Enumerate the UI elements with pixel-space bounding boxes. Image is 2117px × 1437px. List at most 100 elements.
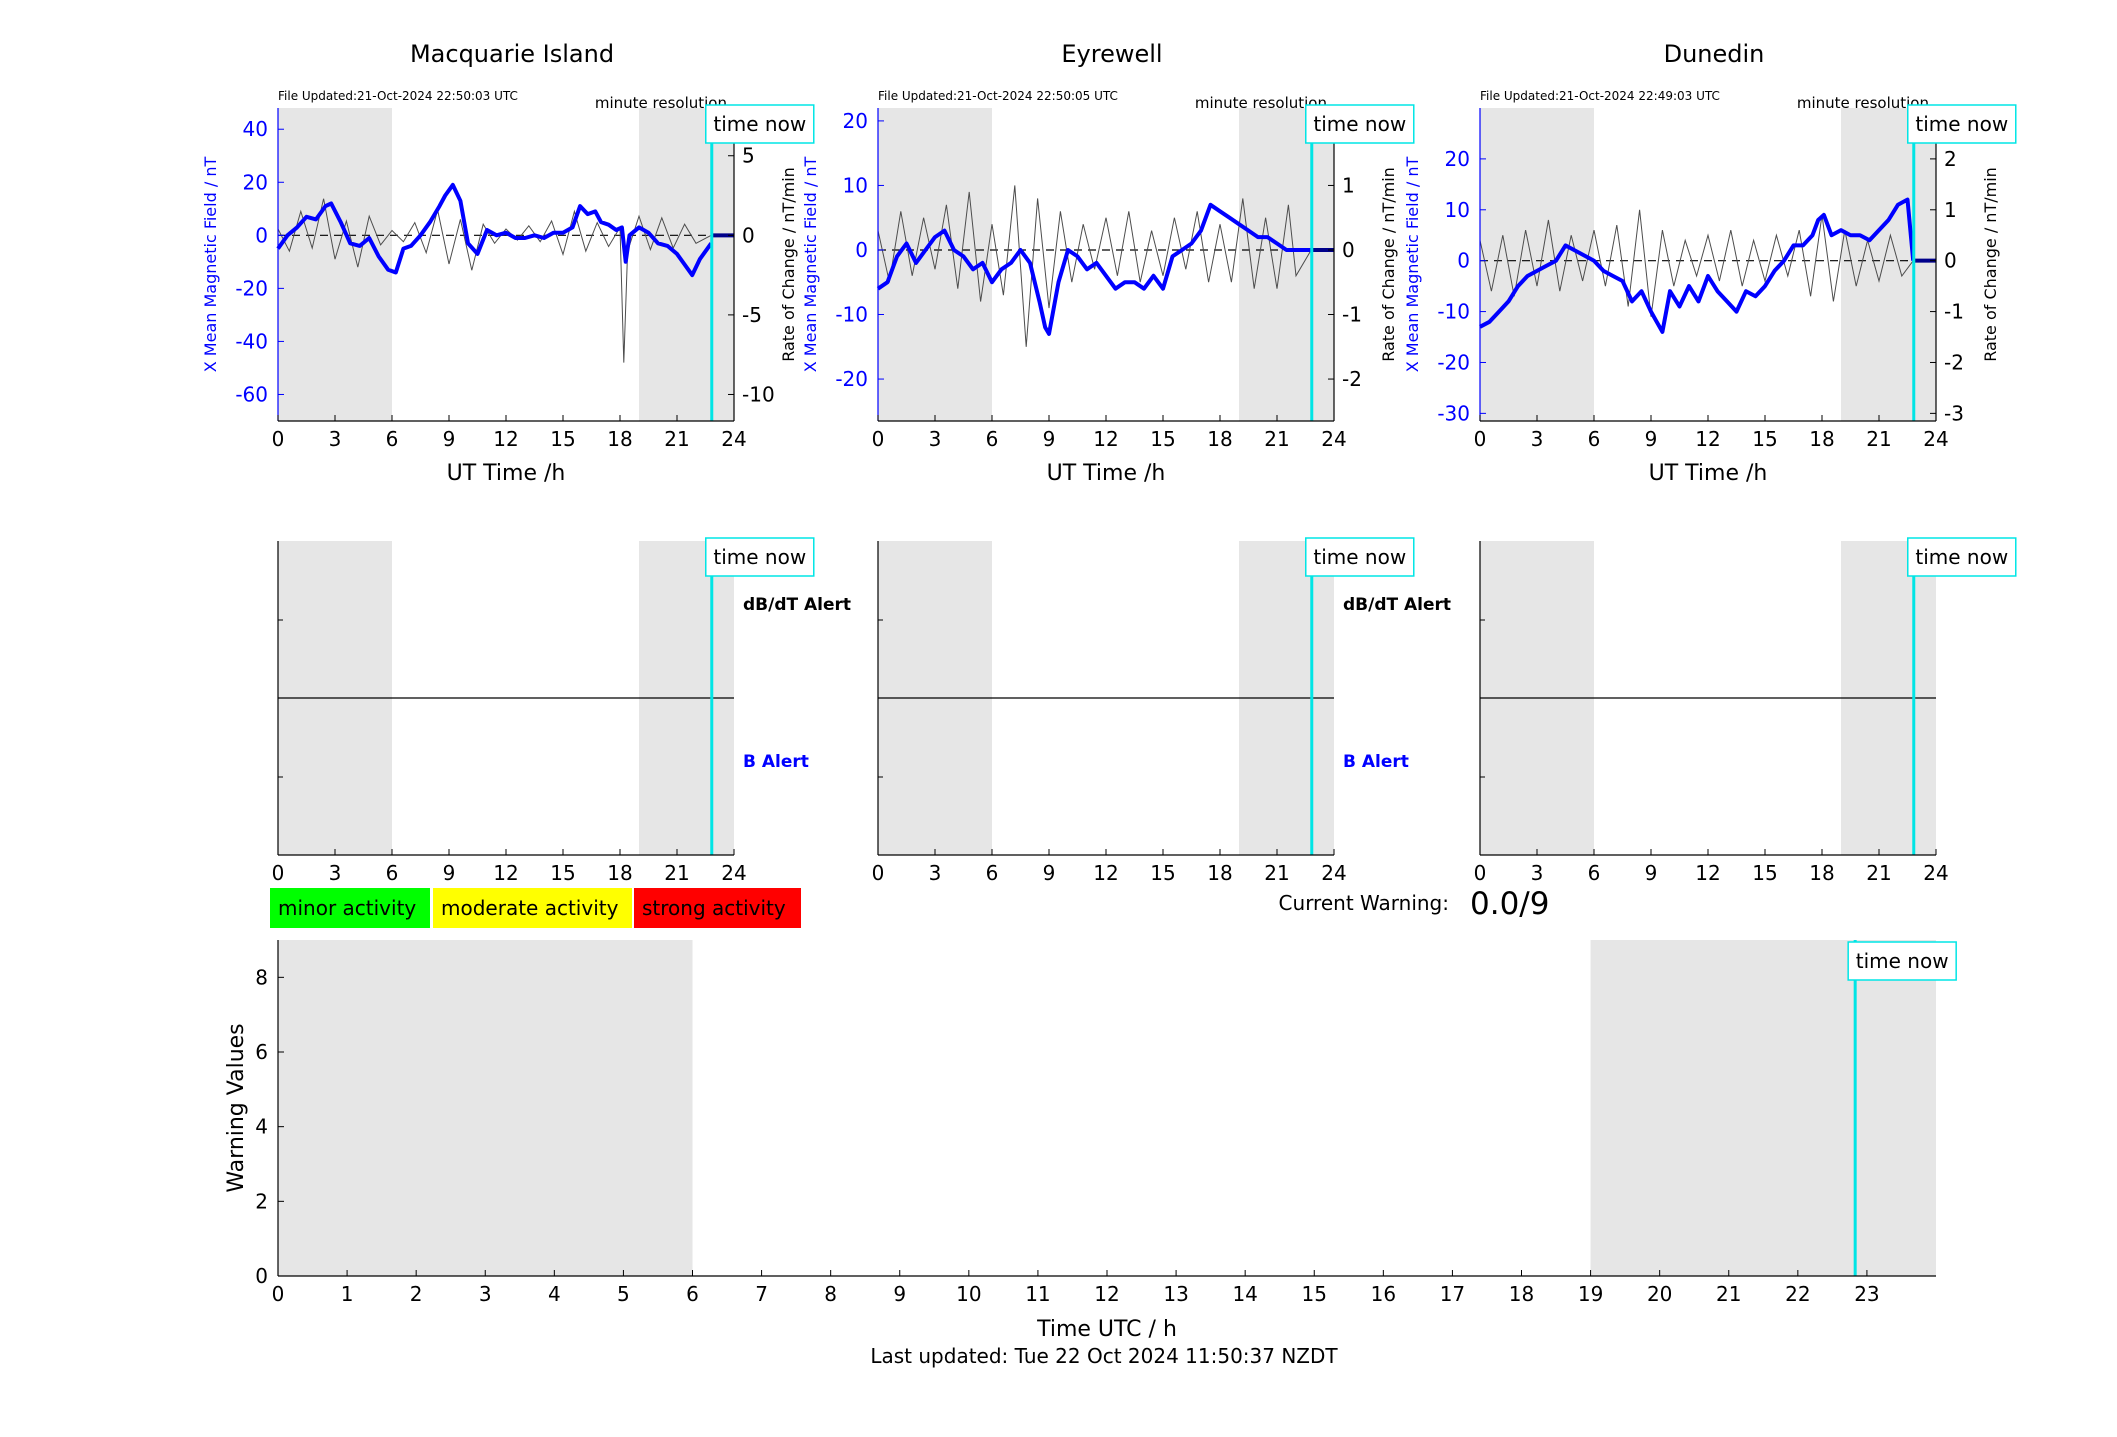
eyrewell-magnetic-field-line [876, 202, 1312, 336]
dunedin-night-shade [1480, 108, 1594, 421]
macquarie-island-resolution-label: minute resolution [595, 94, 727, 112]
warning-x-tick-label: 18 [1509, 1282, 1534, 1306]
macquarie-island-y-right-tick-label: -10 [742, 382, 775, 406]
eyrewell-y-tick-label: -10 [835, 303, 868, 327]
warning-x-tick-label: 5 [617, 1282, 630, 1306]
dunedin-x-tick-label: 0 [1474, 427, 1487, 451]
dunedin-y-right-tick-label: 2 [1944, 147, 1957, 171]
macquarie-island-alert-chart: 0 3 6 9 12 15 18 21 24 dB/dT Alert B Alert time now [272, 537, 851, 885]
dunedin-x-tick-label: 24 [1923, 427, 1948, 451]
dunedin-y-tick-label: -10 [1437, 300, 1470, 324]
macquarie-island-alert-x-tick-label: 6 [386, 861, 399, 885]
warning-x-tick-label: 23 [1854, 1282, 1879, 1306]
eyrewell-alert-x-tick-label: 6 [986, 861, 999, 885]
dunedin-file-updated: File Updated:21-Oct-2024 22:49:03 UTC [1480, 89, 1720, 103]
warning-night-shade [1590, 940, 1936, 1276]
eyrewell-night-shade [878, 108, 992, 421]
macquarie-island-alert-x-tick-label: 12 [493, 861, 518, 885]
macquarie-island-y-axis-label: X Mean Magnetic Field / nT [201, 157, 220, 373]
macquarie-island-b-alert-label: B Alert [743, 752, 809, 772]
dunedin-alert-x-tick-label: 18 [1809, 861, 1834, 885]
eyrewell-y-right-axis-label: Rate of Change / nT/min [1379, 167, 1398, 362]
eyrewell-y-tick-label: 10 [843, 173, 868, 197]
dunedin-y-tick-label: 0 [1457, 249, 1470, 273]
warning-x-tick-label: 7 [755, 1282, 768, 1306]
dunedin-alert-chart: 0 3 6 9 12 15 18 21 24 time now [1474, 537, 2017, 885]
dunedin-x-tick-label: 6 [1588, 427, 1601, 451]
eyrewell-x-tick-label: 9 [1043, 427, 1056, 451]
macquarie-island-y-tick-label: 20 [243, 170, 268, 194]
dunedin-time-now-label: time now [1915, 112, 2008, 136]
warning-x-tick-label: 4 [548, 1282, 561, 1306]
dunedin-y-axis-label: X Mean Magnetic Field / nT [1403, 157, 1422, 373]
dunedin-alert-x-tick-label: 15 [1752, 861, 1777, 885]
dunedin-y-tick-label: 10 [1445, 198, 1470, 222]
warning-x-tick-label: 19 [1578, 1282, 1603, 1306]
eyrewell-alert-x-tick-label: 3 [929, 861, 942, 885]
eyrewell-time-now-box [1305, 104, 1415, 144]
dunedin-x-tick-label: 15 [1752, 427, 1777, 451]
last-updated-footer: Last updated: Tue 22 Oct 2024 11:50:37 N… [870, 1344, 1338, 1368]
warning-x-tick-label: 11 [1025, 1282, 1050, 1306]
macquarie-island-x-tick-label: 18 [607, 427, 632, 451]
macquarie-island-x-tick-label: 9 [443, 427, 456, 451]
macquarie-island-x-tick-label: 6 [386, 427, 399, 451]
eyrewell-alert-x-tick-label: 0 [872, 861, 885, 885]
eyrewell-station-title: Eyrewell [1061, 40, 1162, 68]
activity-legend: minor activity moderate activity strong ac… [270, 888, 801, 928]
macquarie-island-x-tick-label: 12 [493, 427, 518, 451]
dunedin-alert-time-now-label: time now [1915, 545, 2008, 569]
legend-label-strong: strong activity [642, 896, 786, 920]
dunedin-y-right-tick-label: -2 [1944, 350, 1964, 374]
macquarie-island-alert-x-tick-label: 0 [272, 861, 285, 885]
dunedin-alert-x-tick-label: 12 [1695, 861, 1720, 885]
macquarie-island-y-right-tick-label: 5 [742, 144, 755, 168]
eyrewell-alert-chart: 0 3 6 9 12 15 18 21 24 dB/dT Alert B Alert time now [872, 537, 1451, 885]
macquarie-island-x-tick-label: 15 [550, 427, 575, 451]
warning-y-tick-label: 0 [255, 1264, 268, 1288]
eyrewell-alert-x-tick-label: 15 [1150, 861, 1175, 885]
eyrewell-magnetometer-chart: 0369121518212420100-10-20210-1-2Eyrewell… [801, 40, 1415, 486]
macquarie-island-y-right-tick-label: -5 [742, 303, 762, 327]
macquarie-island-station-title: Macquarie Island [410, 40, 614, 68]
macquarie-island-y-right-axis-label: Rate of Change / nT/min [779, 167, 798, 362]
macquarie-island-alert-x-tick-label: 9 [443, 861, 456, 885]
macquarie-island-x-tick-label: 21 [664, 427, 689, 451]
warning-x-tick-label: 0 [272, 1282, 285, 1306]
legend-swatch-strong [634, 888, 801, 928]
dunedin-alert-x-tick-label: 6 [1588, 861, 1601, 885]
macquarie-island-alert-x-tick-label: 15 [550, 861, 575, 885]
warning-x-tick-label: 10 [956, 1282, 981, 1306]
legend-swatch-minor [270, 888, 430, 928]
dunedin-y-right-tick-label: 0 [1944, 249, 1957, 273]
dunedin-x-tick-label: 21 [1866, 427, 1891, 451]
macquarie-island-x-tick-label: 24 [721, 427, 746, 451]
legend-label-moderate: moderate activity [441, 896, 619, 920]
macquarie-island-alert-x-tick-label: 18 [607, 861, 632, 885]
warning-time-now-box [1847, 941, 1957, 981]
macquarie-island-y-tick-label: -40 [235, 329, 268, 353]
dunedin-y-right-tick-label: 1 [1944, 198, 1957, 222]
eyrewell-alert-x-tick-label: 24 [1321, 861, 1346, 885]
dunedin-resolution-label: minute resolution [1797, 94, 1929, 112]
macquarie-island-file-updated: File Updated:21-Oct-2024 22:50:03 UTC [278, 89, 518, 103]
macquarie-island-y-right-tick-label: 0 [742, 223, 755, 247]
eyrewell-alert-x-tick-label: 12 [1093, 861, 1118, 885]
eyrewell-alert-x-tick-label: 18 [1207, 861, 1232, 885]
eyrewell-file-updated: File Updated:21-Oct-2024 22:50:05 UTC [878, 89, 1118, 103]
eyrewell-alert-time-now-box [1305, 537, 1415, 577]
warning-x-tick-label: 16 [1371, 1282, 1396, 1306]
eyrewell-resolution-label: minute resolution [1195, 94, 1327, 112]
warning-x-axis-label: Time UTC / h [1036, 1317, 1177, 1342]
dunedin-alert-time-now-box [1907, 537, 2017, 577]
warning-values-chart: 0 1 2 3 4 5 6 7 8 9 10 11 12 13 14 15 16 17 18 19 20 21 22 2302… [224, 940, 1957, 1342]
dunedin-alert-x-tick-label: 3 [1531, 861, 1544, 885]
eyrewell-x-tick-label: 3 [929, 427, 942, 451]
dunedin-alert-x-tick-label: 0 [1474, 861, 1487, 885]
macquarie-island-alert-x-tick-label: 3 [329, 861, 342, 885]
dunedin-y-right-tick-label: -1 [1944, 300, 1964, 324]
eyrewell-time-now-label: time now [1313, 112, 1406, 136]
dunedin-alert-x-tick-label: 24 [1923, 861, 1948, 885]
dunedin-time-now-box [1907, 104, 2017, 144]
eyrewell-y-tick-label: 0 [855, 238, 868, 262]
